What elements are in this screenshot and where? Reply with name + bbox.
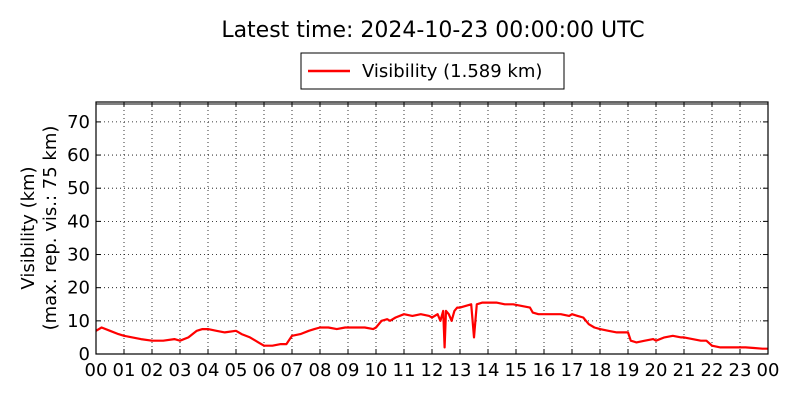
x-tick-label: 21 <box>673 360 696 381</box>
y-tick-labels: 0 10 20 30 40 50 60 70 <box>67 112 90 365</box>
x-tick-label: 04 <box>197 360 220 381</box>
x-tick-label: 23 <box>729 360 752 381</box>
x-tick-label: 05 <box>225 360 248 381</box>
x-tick-label: 10 <box>365 360 388 381</box>
x-tick-label: 11 <box>393 360 416 381</box>
x-tick-label: 03 <box>169 360 192 381</box>
x-tick-label: 01 <box>113 360 136 381</box>
y-tick-label: 0 <box>79 344 90 365</box>
y-tick-label: 10 <box>67 311 90 332</box>
plot-frame <box>95 101 769 355</box>
y-tick-label: 50 <box>67 178 90 199</box>
x-tick-label: 16 <box>533 360 556 381</box>
y-tick-label: 60 <box>67 145 90 166</box>
x-tick-label: 06 <box>253 360 276 381</box>
x-tick-label: 22 <box>701 360 724 381</box>
x-tick-label: 14 <box>477 360 500 381</box>
x-tick-label: 13 <box>449 360 472 381</box>
x-tick-label: 20 <box>645 360 668 381</box>
x-tick-labels: 00 01 02 03 04 05 06 07 08 09 10 11 12 13 14 15 16 17 18 19… <box>85 360 780 381</box>
x-tick-label: 15 <box>505 360 528 381</box>
y-tick-label: 20 <box>67 278 90 299</box>
legend-label: Visibility (1.589 km) <box>362 61 542 82</box>
y-tick-label: 70 <box>67 112 90 133</box>
x-tick-label: 12 <box>421 360 444 381</box>
y-axis-label: Visibility (km) (max. rep. vis.: 75 km) <box>18 126 61 331</box>
x-tick-label: 08 <box>309 360 332 381</box>
y-axis-label-line1: Visibility (km) <box>18 166 39 289</box>
axis-ticks <box>95 102 769 355</box>
x-tick-label: 18 <box>589 360 612 381</box>
x-tick-label: 19 <box>617 360 640 381</box>
x-tick-label: 02 <box>141 360 164 381</box>
grid-lines <box>96 102 768 354</box>
x-tick-label: 07 <box>281 360 304 381</box>
series-group <box>95 301 768 350</box>
y-tick-label: 40 <box>67 211 90 232</box>
y-axis-label-line2: (max. rep. vis.: 75 km) <box>40 126 61 331</box>
chart-title: Latest time: 2024-10-23 00:00:00 UTC <box>221 18 645 43</box>
visibility-series-line <box>95 301 768 350</box>
x-tick-label: 17 <box>561 360 584 381</box>
y-tick-label: 30 <box>67 245 90 266</box>
x-tick-label: 00 <box>85 360 108 381</box>
x-tick-label: 00 <box>757 360 780 381</box>
legend: Visibility (1.589 km) <box>300 52 565 90</box>
x-tick-label: 09 <box>337 360 360 381</box>
